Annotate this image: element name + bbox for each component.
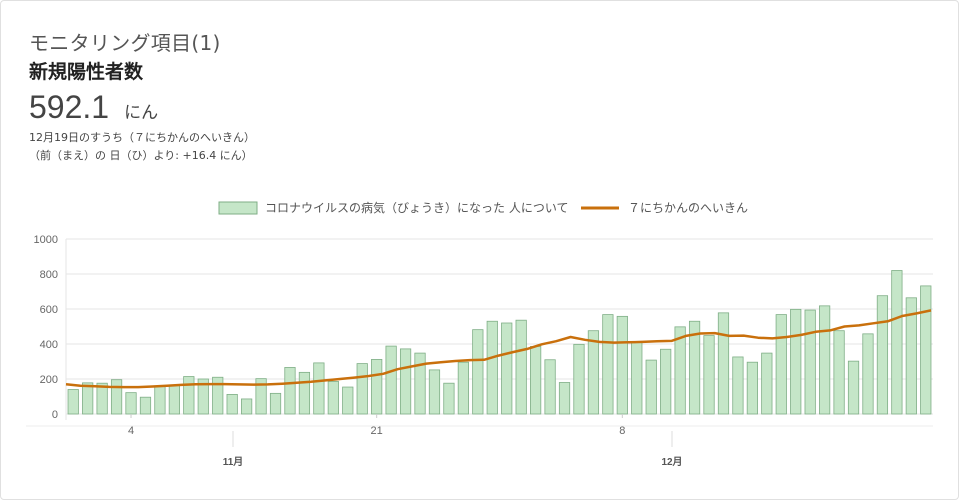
bar (544, 359, 556, 415)
y-axis-ticks: 0 200 400 600 800 1000 (34, 234, 58, 421)
bar (703, 335, 715, 415)
diff-note: （前（まえ）の 日（ひ）より: +16.4 にん） (29, 149, 253, 162)
bar (530, 346, 542, 415)
bar (862, 333, 874, 415)
y-tick-label: 800 (40, 269, 58, 281)
value-unit: にん (124, 103, 159, 123)
bar (920, 285, 932, 415)
card-heading: モニタリング項目(1) (29, 31, 221, 55)
y-tick-label: 400 (40, 339, 58, 351)
y-tick-label: 600 (40, 304, 58, 316)
bar (501, 322, 513, 415)
bar (356, 363, 368, 415)
bar (573, 343, 585, 415)
bar (212, 376, 224, 415)
bar (154, 385, 166, 415)
bar (428, 369, 441, 415)
legend: コロナウイルスの病気（びょうき）になった 人について ７にちかんのへいきん (218, 200, 748, 215)
bar (443, 382, 455, 415)
y-tick-label: 0 (52, 409, 58, 421)
bar (226, 393, 238, 415)
x-tick-label: 4 (128, 425, 134, 437)
bar (241, 398, 253, 415)
bar (457, 361, 469, 415)
bar (472, 329, 484, 415)
bar (775, 314, 787, 415)
bar (688, 320, 701, 415)
x-tick-label: 21 (371, 425, 383, 437)
current-value: 592.1 (29, 89, 110, 125)
y-tick-label: 1000 (34, 234, 58, 246)
bar (327, 381, 339, 415)
bar (746, 361, 758, 415)
bar (125, 392, 137, 415)
bar (414, 352, 426, 415)
bar (197, 378, 209, 415)
bar (486, 320, 498, 415)
bar (313, 362, 325, 415)
bar (876, 295, 889, 415)
bar (804, 309, 816, 415)
grid (26, 238, 933, 427)
bar (399, 348, 412, 415)
legend-label-bars[interactable]: コロナウイルスの病気（びょうき）になった 人について (265, 200, 568, 215)
bar (833, 330, 845, 415)
bar (732, 356, 744, 415)
bar (674, 326, 686, 415)
bar-series (67, 270, 932, 415)
bar (891, 270, 903, 415)
average-line (65, 309, 932, 389)
x-axis-ticks: 4 21 8 (128, 414, 625, 437)
bar (82, 382, 94, 415)
bar (717, 312, 730, 415)
bar (819, 305, 831, 415)
card-title: 新規陽性者数 (29, 61, 144, 83)
bar (284, 367, 296, 415)
month-axis: 11月 12月 (223, 431, 683, 468)
bar (761, 352, 773, 415)
bar (183, 376, 195, 415)
legend-swatch-bars[interactable] (218, 201, 258, 215)
legend-label-line[interactable]: ７にちかんのへいきん (628, 201, 748, 215)
bar (602, 314, 614, 415)
bar (515, 319, 527, 415)
bar (660, 348, 672, 415)
average-line-series (65, 309, 932, 389)
bar (67, 389, 79, 415)
bar (298, 371, 311, 415)
month-label: 11月 (223, 456, 244, 468)
bar (645, 359, 657, 415)
bar (110, 379, 123, 415)
bar (558, 382, 571, 415)
bar (168, 384, 180, 415)
bar (790, 308, 802, 415)
bar (616, 315, 628, 415)
value-row: 592.1 にん (29, 89, 158, 126)
bar (847, 360, 860, 415)
month-label: 12月 (661, 456, 682, 468)
bar (587, 330, 600, 415)
bar (269, 392, 282, 415)
y-tick-label: 200 (40, 374, 58, 386)
bar (371, 358, 383, 415)
cases-chart: コロナウイルスの病気（びょうき）になった 人について ７にちかんのへいきん 0 2… (26, 200, 933, 468)
bar (905, 297, 917, 415)
bar (139, 396, 152, 415)
bar (255, 378, 267, 415)
bar (96, 382, 108, 415)
date-note: 12月19日のすうち（７にちかんのへいきん） (29, 131, 255, 144)
x-tick-label: 8 (619, 425, 625, 437)
bar (385, 345, 397, 415)
bar (631, 341, 643, 415)
bar (342, 386, 354, 415)
